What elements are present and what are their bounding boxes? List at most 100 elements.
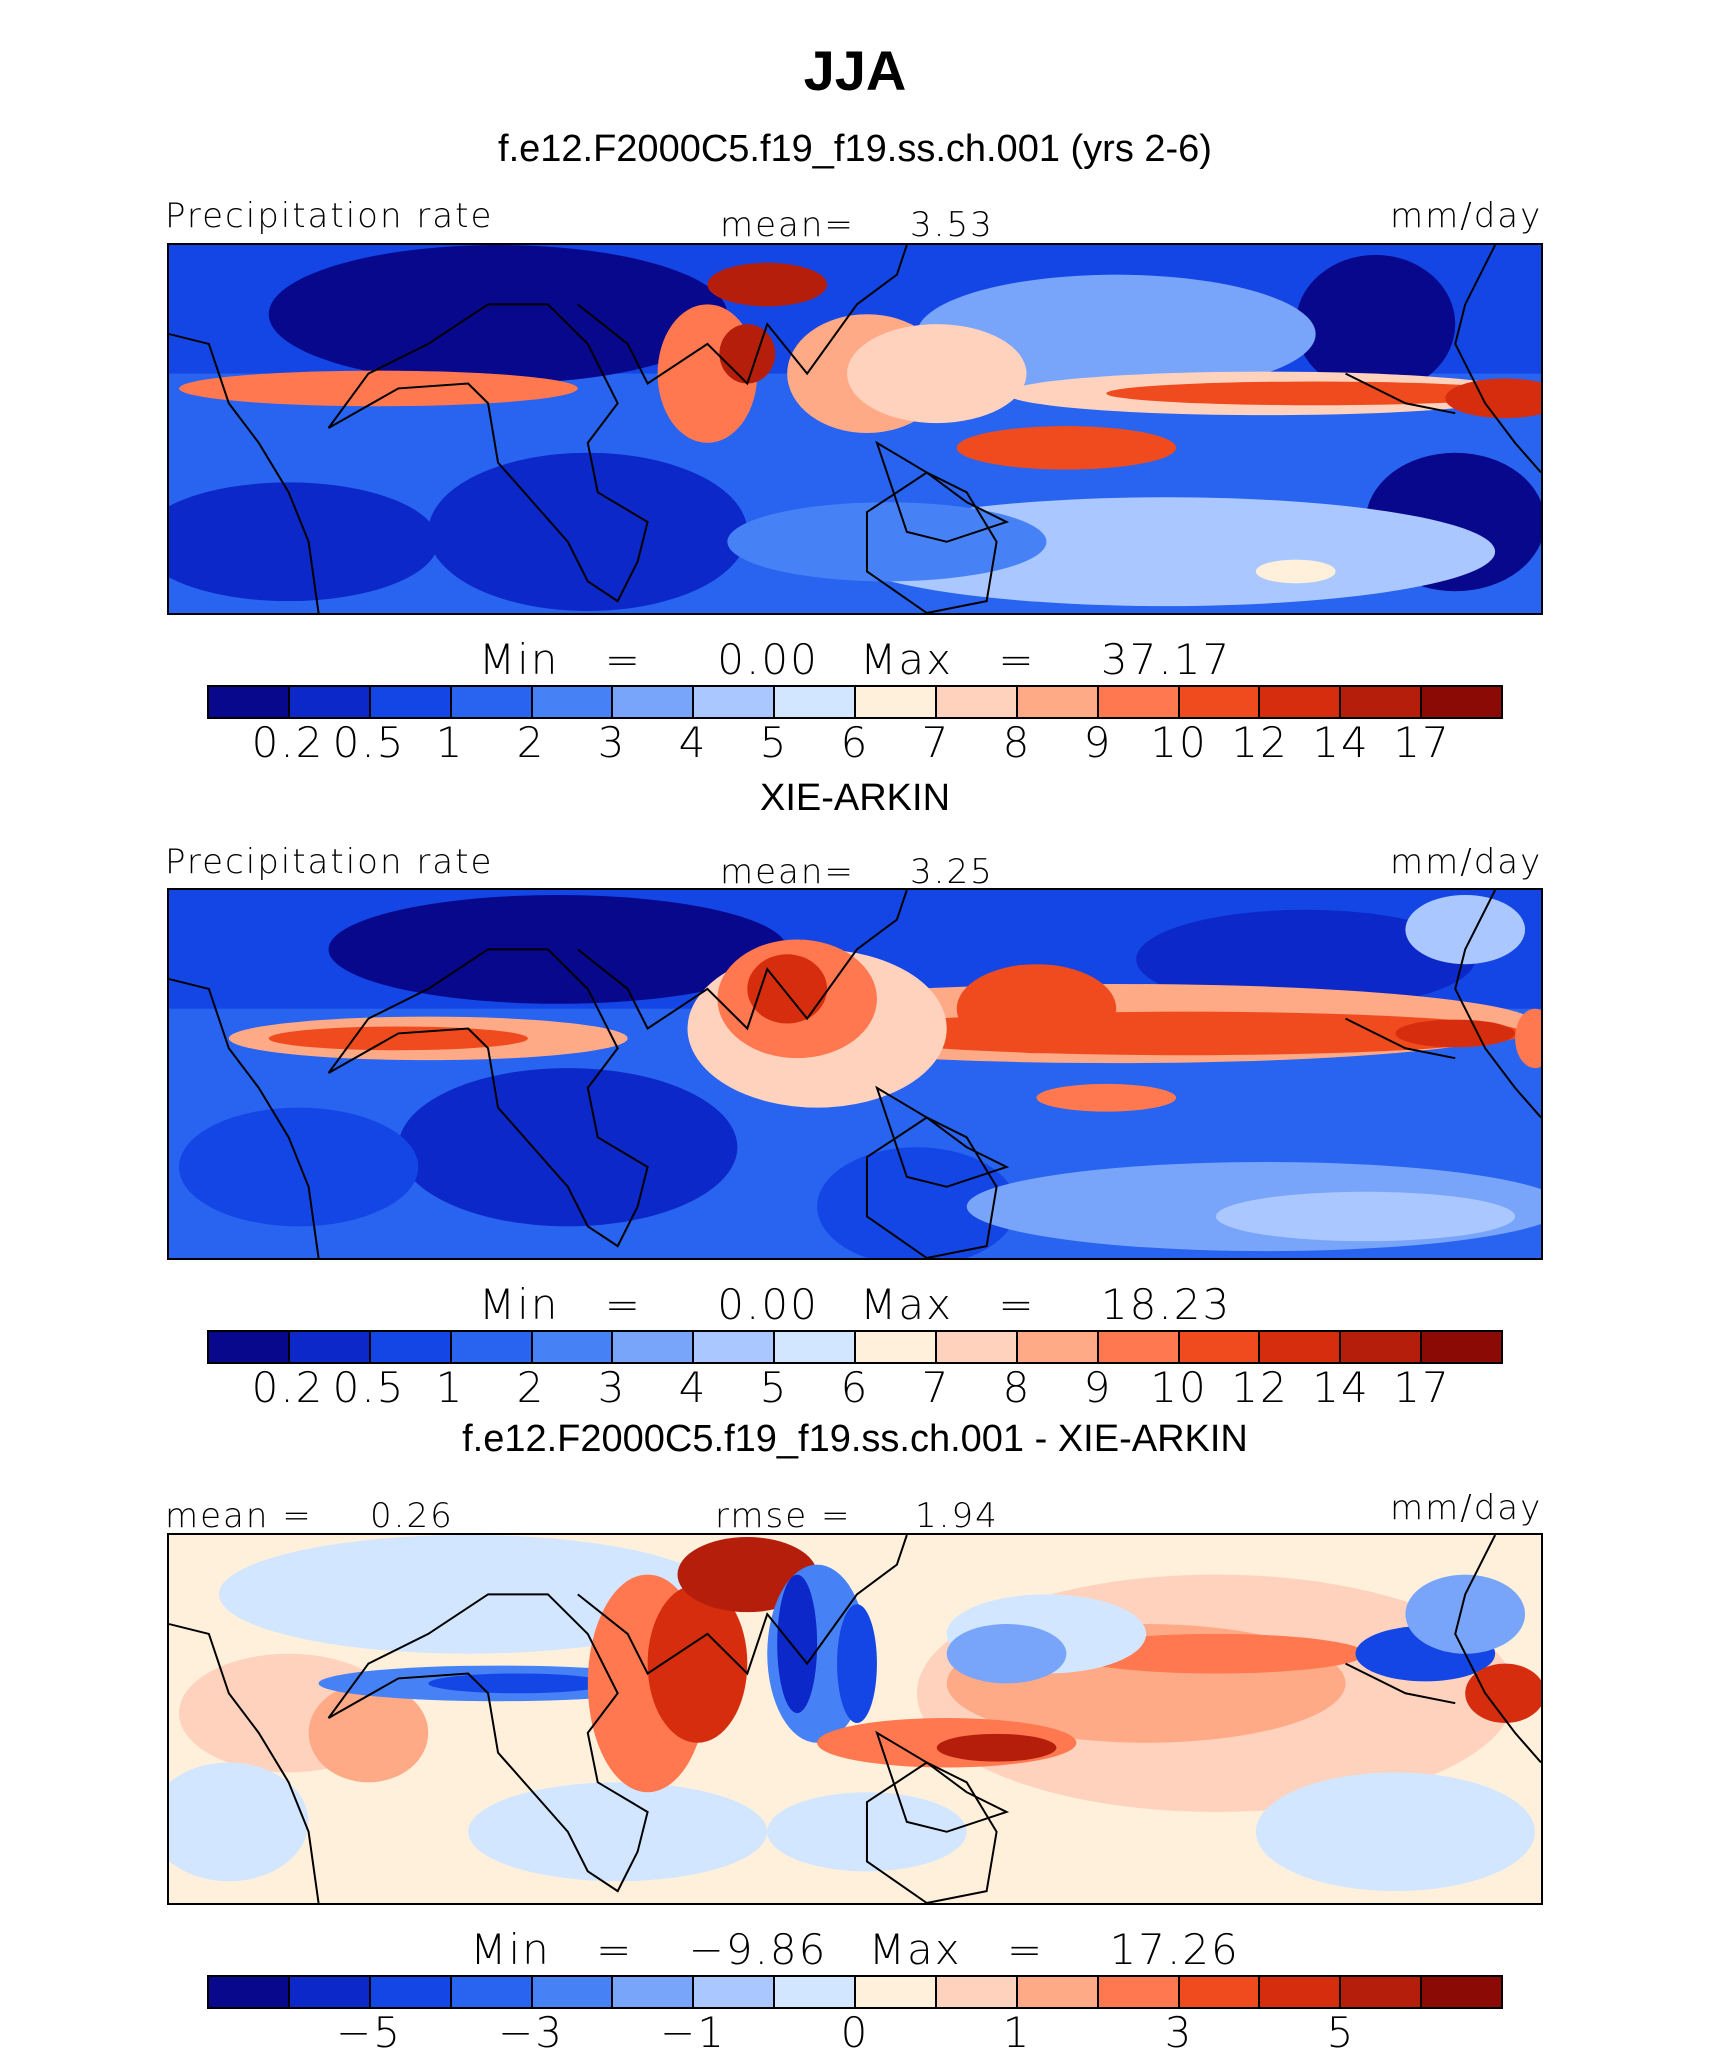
colorbar-tick-label: 10 — [1150, 1363, 1208, 1412]
colorbar-swatch — [1422, 1332, 1501, 1362]
colorbar-tick-label: 12 — [1231, 718, 1289, 767]
colorbar-tick-label: 3 — [597, 718, 627, 767]
colorbar-swatch — [1260, 687, 1342, 717]
colorbar-tick-label: 0.5 — [332, 718, 406, 767]
colorbar-swatch — [209, 1332, 290, 1362]
colorbar-tick-label: 6 — [840, 718, 870, 767]
panel-1-max-value: 37.17 — [1100, 635, 1232, 684]
colorbar-swatch — [451, 1332, 533, 1362]
panel-1-max-eq: = — [998, 635, 1036, 684]
panel-2-min-eq: = — [604, 1280, 642, 1329]
colorbar-swatch — [1260, 1977, 1342, 2007]
panel-3-colorbar — [207, 1975, 1503, 2009]
colorbar-tick-label: 1 — [435, 718, 465, 767]
colorbar-swatch — [775, 687, 856, 717]
colorbar-swatch — [1017, 1332, 1099, 1362]
panel-2-map — [167, 888, 1543, 1260]
panel-3-rmse-label: rmse = — [715, 1496, 852, 1536]
colorbar-swatch — [775, 1332, 856, 1362]
panel-1-title: f.e12.F2000C5.f19_f19.ss.ch.001 (yrs 2-6… — [498, 128, 1212, 170]
panel-1-colorbar — [207, 685, 1503, 719]
panel-3-mean-value: 0.26 — [370, 1496, 454, 1536]
panel-2-map-svg — [169, 890, 1541, 1258]
panel-2-mean-label: mean= — [720, 852, 855, 892]
panel-2-max-value: 18.23 — [1100, 1280, 1232, 1329]
colorbar-swatch — [289, 1332, 371, 1362]
panel-1-minmax: Min = 0.00 Max = 37.17 — [0, 635, 1710, 684]
colorbar-swatch — [775, 1977, 856, 2007]
panel-1-variable-label: Precipitation rate — [165, 196, 494, 236]
panel-3-max-eq: = — [1006, 1925, 1045, 1974]
colorbar-tick-label: −3 — [498, 2008, 564, 2057]
colorbar-tick-label: −5 — [336, 2008, 402, 2057]
panel-1-map — [167, 243, 1543, 615]
colorbar-tick-label: 8 — [1002, 718, 1032, 767]
panel-2-max-eq: = — [998, 1280, 1036, 1329]
colorbar-tick-label: 7 — [921, 1363, 951, 1412]
panel-3-minmax: Min = −9.86 Max = 17.26 — [0, 1925, 1710, 1974]
colorbar-swatch — [1098, 1977, 1180, 2007]
panel-3-max-label: Max — [868, 1925, 962, 1974]
colorbar-tick-label: 14 — [1312, 718, 1370, 767]
panel-3-units: mm/day — [1390, 1488, 1543, 1528]
colorbar-swatch — [209, 1977, 290, 2007]
panel-2-colorbar — [207, 1330, 1503, 1364]
panel-3-title: f.e12.F2000C5.f19_f19.ss.ch.001 - XIE-AR… — [462, 1418, 1248, 1460]
colorbar-swatch — [613, 1332, 695, 1362]
colorbar-tick-label: 4 — [678, 718, 708, 767]
colorbar-swatch — [694, 1332, 776, 1362]
colorbar-tick-label: 4 — [678, 1363, 708, 1412]
colorbar-swatch — [1179, 1977, 1261, 2007]
colorbar-swatch — [856, 1332, 937, 1362]
colorbar-tick-label: 6 — [840, 1363, 870, 1412]
figure-title: JJA — [803, 39, 907, 102]
colorbar-swatch — [613, 687, 695, 717]
colorbar-swatch — [289, 1977, 371, 2007]
colorbar-swatch — [451, 1977, 533, 2007]
panel-3-min-eq: = — [596, 1925, 634, 1974]
colorbar-swatch — [1098, 1332, 1180, 1362]
colorbar-swatch — [1422, 1977, 1501, 2007]
colorbar-swatch — [1341, 1977, 1423, 2007]
panel-1-min-eq: = — [604, 635, 642, 684]
colorbar-swatch — [1422, 687, 1501, 717]
colorbar-swatch — [936, 1332, 1018, 1362]
colorbar-swatch — [1179, 1332, 1261, 1362]
colorbar-swatch — [370, 1332, 452, 1362]
colorbar-swatch — [1341, 1332, 1423, 1362]
colorbar-swatch — [532, 687, 614, 717]
colorbar-tick-label: 0.2 — [251, 1363, 325, 1412]
colorbar-tick-label: 8 — [1002, 1363, 1032, 1412]
panel-3-rmse-value: 1.94 — [915, 1496, 999, 1536]
panel-2-variable-label: Precipitation rate — [165, 842, 494, 882]
panel-1-map-svg — [169, 245, 1541, 613]
panel-3-mean-label: mean = — [165, 1496, 313, 1536]
colorbar-swatch — [936, 1977, 1018, 2007]
panel-2-max-label: Max — [860, 1280, 953, 1329]
colorbar-tick-label: −1 — [660, 2008, 726, 2057]
colorbar-swatch — [289, 687, 371, 717]
colorbar-swatch — [1260, 1332, 1342, 1362]
panel-2-min-label: Min — [478, 1280, 560, 1329]
colorbar-tick-label: 3 — [597, 1363, 627, 1412]
panel-2-min-value: 0.00 — [717, 1280, 819, 1329]
colorbar-swatch — [1098, 687, 1180, 717]
colorbar-tick-label: 14 — [1312, 1363, 1370, 1412]
colorbar-tick-label: 0 — [840, 2008, 870, 2057]
colorbar-swatch — [613, 1977, 695, 2007]
panel-1-min-label: Min — [478, 635, 560, 684]
colorbar-swatch — [209, 687, 290, 717]
colorbar-tick-label: 1 — [435, 1363, 465, 1412]
colorbar-tick-label: 5 — [759, 718, 789, 767]
colorbar-tick-label: 12 — [1231, 1363, 1289, 1412]
panel-2-minmax: Min = 0.00 Max = 18.23 — [0, 1280, 1710, 1329]
colorbar-swatch — [451, 687, 533, 717]
colorbar-swatch — [694, 1977, 776, 2007]
colorbar-tick-label: 7 — [921, 718, 951, 767]
panel-3-map-svg — [169, 1535, 1541, 1903]
colorbar-tick-label: 3 — [1164, 2008, 1194, 2057]
colorbar-tick-label: 5 — [759, 1363, 789, 1412]
colorbar-tick-label: 0.2 — [251, 718, 325, 767]
colorbar-tick-label: 5 — [1326, 2008, 1356, 2057]
colorbar-swatch — [1179, 687, 1261, 717]
